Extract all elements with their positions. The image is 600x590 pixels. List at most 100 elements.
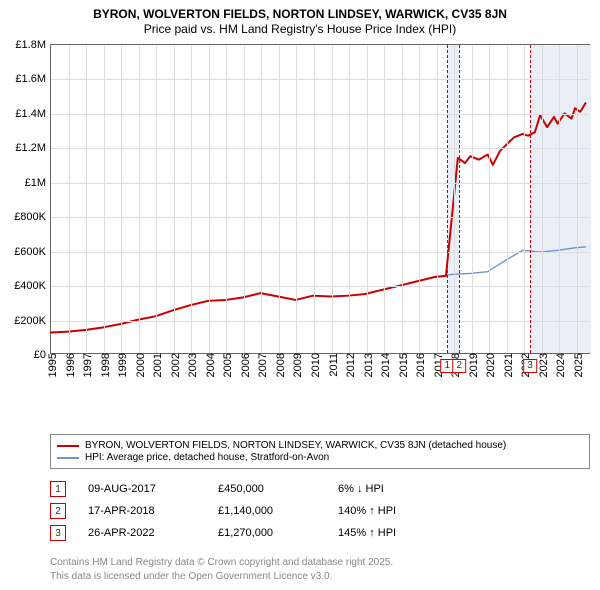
figure: BYRON, WOLVERTON FIELDS, NORTON LINDSEY,… [0,0,600,590]
xtick-label: 1997 [78,353,94,377]
legend-swatch [57,457,79,459]
transaction-price: £1,270,000 [218,527,338,539]
gridline-v [244,45,245,353]
xtick-label: 1995 [43,353,59,377]
xtick-label: 2016 [411,353,427,377]
transaction-index: 1 [50,481,66,497]
series-svg [51,45,589,353]
transaction-date: 09-AUG-2017 [88,483,218,495]
title-line2: Price paid vs. HM Land Registry's House … [0,22,600,40]
plot-area: £0£200K£400K£600K£800K£1M£1.2M£1.4M£1.6M… [50,44,590,354]
ytick-label: £600K [14,246,51,258]
legend-label: HPI: Average price, detached house, Stra… [85,452,329,463]
gridline-h [51,79,589,80]
ytick-label: £1.6M [15,73,51,85]
ytick-label: £1.2M [15,142,51,154]
gridline-v [156,45,157,353]
footer-line2: This data is licensed under the Open Gov… [50,570,590,584]
event-vline [530,45,531,353]
legend: BYRON, WOLVERTON FIELDS, NORTON LINDSEY,… [50,434,590,469]
xtick-label: 2012 [341,353,357,377]
transaction-price: £1,140,000 [218,505,338,517]
transaction-date: 17-APR-2018 [88,505,218,517]
xtick-label: 2006 [236,353,252,377]
xtick-label: 2020 [481,353,497,377]
xtick-label: 2000 [131,353,147,377]
title-line1: BYRON, WOLVERTON FIELDS, NORTON LINDSEY,… [0,0,600,22]
transaction-pct: 6% ↓ HPI [338,483,458,495]
gridline-v [69,45,70,353]
gridline-v [314,45,315,353]
legend-item: BYRON, WOLVERTON FIELDS, NORTON LINDSEY,… [57,440,583,451]
gridline-v [507,45,508,353]
xtick-label: 2024 [551,353,567,377]
ytick-label: £800K [14,211,51,223]
chart-area: £0£200K£400K£600K£800K£1M£1.2M£1.4M£1.6M… [50,44,590,394]
transaction-price: £450,000 [218,483,338,495]
transactions-table: 1 09-AUG-2017£450,0006% ↓ HPI 217-APR-2018… [50,478,590,544]
transaction-date: 26-APR-2022 [88,527,218,539]
gridline-v [402,45,403,353]
xtick-label: 2010 [306,353,322,377]
gridline-v [174,45,175,353]
ytick-label: £1.8M [15,39,51,51]
gridline-h [51,114,589,115]
gridline-v [191,45,192,353]
gridline-v [419,45,420,353]
gridline-v [454,45,455,353]
transaction-row: 1 09-AUG-2017£450,0006% ↓ HPI [50,478,590,500]
ytick-label: £400K [14,280,51,292]
gridline-v [226,45,227,353]
ytick-label: £1.4M [15,108,51,120]
xtick-label: 2008 [271,353,287,377]
transaction-index: 3 [50,525,66,541]
gridline-h [51,148,589,149]
xtick-label: 2004 [201,353,217,377]
gridline-v [121,45,122,353]
gridline-v [86,45,87,353]
ytick-label: £1M [25,177,51,189]
gridline-v [524,45,525,353]
xtick-label: 2009 [288,353,304,377]
event-marker: 3 [523,359,537,373]
footer: Contains HM Land Registry data © Crown c… [50,556,590,583]
gridline-v [209,45,210,353]
gridline-v [279,45,280,353]
xtick-label: 2005 [218,353,234,377]
transaction-row: 326-APR-2022£1,270,000145% ↑ HPI [50,522,590,544]
xtick-label: 1999 [113,353,129,377]
gridline-h [51,321,589,322]
xtick-label: 2001 [148,353,164,377]
xtick-label: 2002 [166,353,182,377]
gridline-v [349,45,350,353]
gridline-v [261,45,262,353]
xtick-label: 2019 [464,353,480,377]
xtick-label: 2013 [359,353,375,377]
xtick-label: 2007 [253,353,269,377]
legend-label: BYRON, WOLVERTON FIELDS, NORTON LINDSEY,… [85,440,506,451]
gridline-v [367,45,368,353]
xtick-label: 2021 [499,353,515,377]
gridline-v [139,45,140,353]
gridline-h [51,252,589,253]
gridline-v [577,45,578,353]
event-vline [459,45,460,353]
footer-line1: Contains HM Land Registry data © Crown c… [50,556,590,570]
gridline-v [437,45,438,353]
legend-item: HPI: Average price, detached house, Stra… [57,452,583,463]
transaction-pct: 140% ↑ HPI [338,505,458,517]
xtick-label: 2025 [569,353,585,377]
gridline-v [559,45,560,353]
legend-swatch [57,445,79,447]
gridline-v [296,45,297,353]
xtick-label: 1998 [96,353,112,377]
gridline-h [51,286,589,287]
gridline-v [384,45,385,353]
event-marker: 2 [453,359,467,373]
xtick-label: 1996 [61,353,77,377]
gridline-h [51,217,589,218]
xtick-label: 2014 [376,353,392,377]
transaction-row: 217-APR-2018£1,140,000140% ↑ HPI [50,500,590,522]
gridline-v [472,45,473,353]
xtick-label: 2003 [183,353,199,377]
